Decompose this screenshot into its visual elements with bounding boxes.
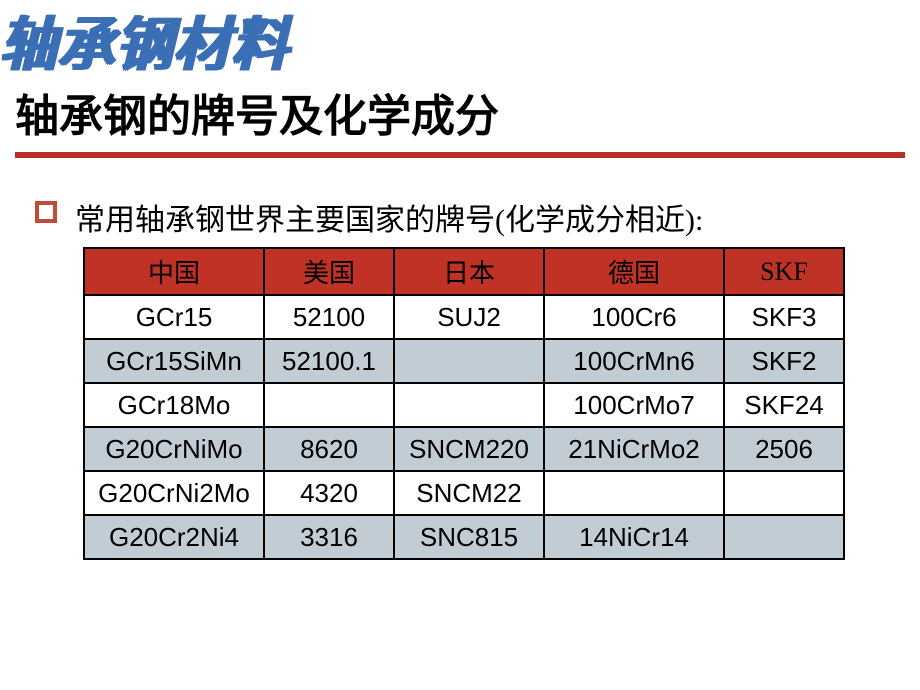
table-header-cell: 美国 — [264, 248, 394, 295]
table-cell: SUJ2 — [394, 295, 544, 339]
bullet-row: 常用轴承钢世界主要国家的牌号(化学成分相近): — [35, 195, 885, 239]
table-row: GCr18Mo 100CrMo7SKF24 — [84, 383, 844, 427]
table-header-row: 中国 美国 日本 德国 SKF — [84, 248, 844, 295]
table-cell: G20CrNi2Mo — [84, 471, 264, 515]
table-row: G20CrNiMo8620SNCM22021NiCrMo22506 — [84, 427, 844, 471]
table-cell: SNCM220 — [394, 427, 544, 471]
main-title: 轴承钢材料 — [0, 0, 290, 83]
table-cell: GCr15 — [84, 295, 264, 339]
table-cell: 52100 — [264, 295, 394, 339]
table-header-cell: 中国 — [84, 248, 264, 295]
table-row: GCr15SiMn52100.1 100CrMn6SKF2 — [84, 339, 844, 383]
table-cell — [544, 471, 724, 515]
divider-line — [15, 152, 905, 158]
content-area: 常用轴承钢世界主要国家的牌号(化学成分相近): 中国 美国 日本 德国 SKF … — [35, 195, 885, 560]
table-cell: 100CrMo7 — [544, 383, 724, 427]
table-cell: SKF2 — [724, 339, 844, 383]
table-cell — [394, 383, 544, 427]
table-cell: SKF24 — [724, 383, 844, 427]
table-cell: 21NiCrMo2 — [544, 427, 724, 471]
table-header-cell: 日本 — [394, 248, 544, 295]
table-cell: 4320 — [264, 471, 394, 515]
subtitle-text: 轴承钢的牌号及化学成分 — [15, 80, 905, 150]
bullet-icon — [35, 201, 57, 223]
steel-grades-table: 中国 美国 日本 德国 SKF GCr1552100SUJ2100Cr6SKF3… — [83, 247, 845, 560]
table-cell: SKF3 — [724, 295, 844, 339]
table-cell: SNC815 — [394, 515, 544, 559]
table-cell: G20Cr2Ni4 — [84, 515, 264, 559]
table-cell: GCr15SiMn — [84, 339, 264, 383]
table-cell: 2506 — [724, 427, 844, 471]
table-cell: 3316 — [264, 515, 394, 559]
table-container: 中国 美国 日本 德国 SKF GCr1552100SUJ2100Cr6SKF3… — [83, 247, 885, 560]
bullet-text: 常用轴承钢世界主要国家的牌号(化学成分相近): — [75, 195, 703, 239]
table-row: G20CrNi2Mo4320SNCM22 — [84, 471, 844, 515]
subtitle-section: 轴承钢的牌号及化学成分 — [15, 80, 905, 158]
table-row: GCr1552100SUJ2100Cr6SKF3 — [84, 295, 844, 339]
table-cell — [394, 339, 544, 383]
table-cell: 52100.1 — [264, 339, 394, 383]
table-cell: GCr18Mo — [84, 383, 264, 427]
table-cell — [724, 471, 844, 515]
table-header-cell: 德国 — [544, 248, 724, 295]
table-cell — [264, 383, 394, 427]
table-cell: SNCM22 — [394, 471, 544, 515]
table-header-cell: SKF — [724, 248, 844, 295]
table-cell: G20CrNiMo — [84, 427, 264, 471]
table-row: G20Cr2Ni43316SNC81514NiCr14 — [84, 515, 844, 559]
table-cell: 8620 — [264, 427, 394, 471]
table-cell — [724, 515, 844, 559]
table-cell: 100Cr6 — [544, 295, 724, 339]
table-cell: 14NiCr14 — [544, 515, 724, 559]
table-cell: 100CrMn6 — [544, 339, 724, 383]
